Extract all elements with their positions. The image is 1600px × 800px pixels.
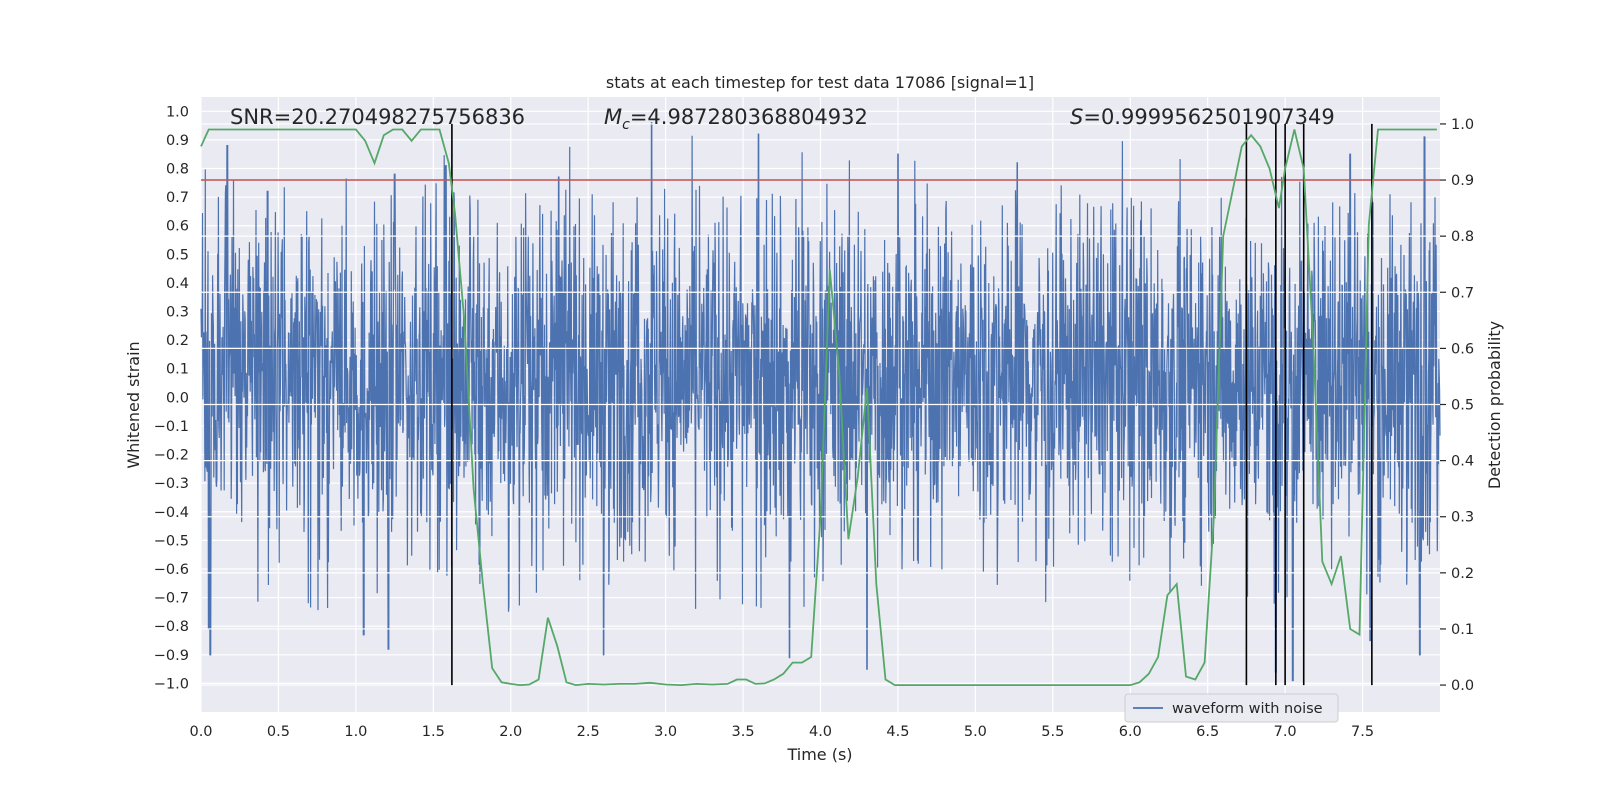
x-tick-label: 2.0 — [499, 724, 522, 740]
x-tick-label: 7.0 — [1274, 724, 1297, 740]
y-tick-label: −0.6 — [154, 562, 189, 578]
score-value: =0.9999562501907349 — [1083, 105, 1334, 129]
y-tick-label: −0.4 — [154, 505, 189, 521]
y-tick-label: −0.8 — [154, 619, 189, 635]
x-axis-ticks: 0.0 0.5 1.0 1.5 2.0 2.5 3.0 3.5 4.0 4.5 5.0 5.5 6.0 6… — [189, 724, 1374, 740]
x-tick-label: 5.5 — [1041, 724, 1064, 740]
y-tick-label: −0.2 — [154, 448, 189, 464]
y2-tick-label: 0.0 — [1451, 678, 1474, 694]
y-tick-label: −0.3 — [154, 476, 189, 492]
y-tick-label: −0.9 — [154, 648, 189, 664]
y-tick-label: 0.9 — [166, 133, 189, 149]
y-axis-ticks: 1.0 0.9 0.8 0.7 0.6 0.5 0.4 0.3 0.2 0.1 0.0 −0.1 −0.… — [154, 104, 189, 692]
y2-tick-label: 0.6 — [1451, 341, 1474, 357]
y2-tick-label: 0.2 — [1451, 566, 1474, 582]
y2-tick-label: 0.3 — [1451, 510, 1474, 526]
x-tick-label: 2.5 — [577, 724, 600, 740]
y2-tick-label: 0.8 — [1451, 229, 1474, 245]
y2-axis-ticks: 1.0 0.9 0.8 0.7 0.6 0.5 0.4 0.3 0.2 0.1 0.0 — [1440, 117, 1474, 694]
y-tick-label: 0.0 — [166, 390, 189, 406]
y-tick-label: 0.4 — [166, 276, 189, 292]
x-tick-label: 4.5 — [886, 724, 909, 740]
x-tick-label: 7.5 — [1351, 724, 1374, 740]
y-tick-label: 0.2 — [166, 333, 189, 349]
x-tick-label: 0.5 — [267, 724, 290, 740]
x-tick-label: 6.5 — [1196, 724, 1219, 740]
x-tick-label: 3.5 — [732, 724, 755, 740]
y2-tick-label: 0.5 — [1451, 398, 1474, 414]
y-tick-label: 0.6 — [166, 219, 189, 235]
y-tick-label: −0.5 — [154, 533, 189, 549]
y-tick-label: 0.3 — [166, 305, 189, 321]
y2-axis-label: Detection probability — [1485, 321, 1504, 489]
x-tick-label: 3.0 — [654, 724, 677, 740]
y2-tick-label: 0.7 — [1451, 285, 1474, 301]
secondary-gridlines — [201, 123, 1440, 686]
y-tick-label: 1.0 — [166, 104, 189, 120]
score-annotation: S=0.9999562501907349 — [1070, 105, 1335, 129]
waveform-trace — [200, 122, 1441, 682]
y-tick-label: 0.7 — [166, 190, 189, 206]
y-tick-label: −0.1 — [154, 419, 189, 435]
y-tick-label: −1.0 — [154, 676, 189, 692]
legend-box — [1124, 693, 1339, 723]
waveform-series — [200, 122, 1441, 682]
x-axis-label: Time (s) — [786, 745, 852, 764]
x-tick-label: 5.0 — [964, 724, 987, 740]
y2-tick-label: 0.9 — [1451, 173, 1474, 189]
y-tick-label: 0.1 — [166, 362, 189, 378]
x-tick-label: 6.0 — [1119, 724, 1142, 740]
y-tick-label: 0.5 — [166, 247, 189, 263]
chirp-mass-subscript: c — [622, 117, 630, 133]
y-tick-label: −0.7 — [154, 591, 189, 607]
y2-tick-label: 0.4 — [1451, 454, 1474, 470]
legend: waveform with noise — [1124, 693, 1339, 723]
detection-probability-line — [200, 128, 1437, 687]
vertical-markers — [451, 123, 1373, 686]
y-axis-label: Whitened strain — [124, 341, 143, 468]
y2-tick-label: 1.0 — [1451, 117, 1474, 133]
snr-annotation: SNR=20.270498275756836 — [230, 105, 525, 129]
x-tick-label: 1.0 — [344, 724, 367, 740]
legend-label: waveform with noise — [1172, 701, 1323, 717]
x-tick-label: 0.0 — [189, 724, 212, 740]
y-tick-label: 0.8 — [166, 162, 189, 178]
chirp-mass-annotation: Mc=4.987280368804932 — [604, 105, 868, 133]
chirp-mass-value: =4.987280368804932 — [630, 105, 868, 129]
score-symbol: S — [1070, 105, 1083, 129]
x-tick-label: 4.0 — [809, 724, 832, 740]
x-tick-label: 1.5 — [422, 724, 445, 740]
chirp-mass-symbol: M — [604, 105, 622, 129]
y2-tick-label: 0.1 — [1451, 622, 1474, 638]
chart-title: stats at each timestep for test data 170… — [606, 73, 1034, 92]
